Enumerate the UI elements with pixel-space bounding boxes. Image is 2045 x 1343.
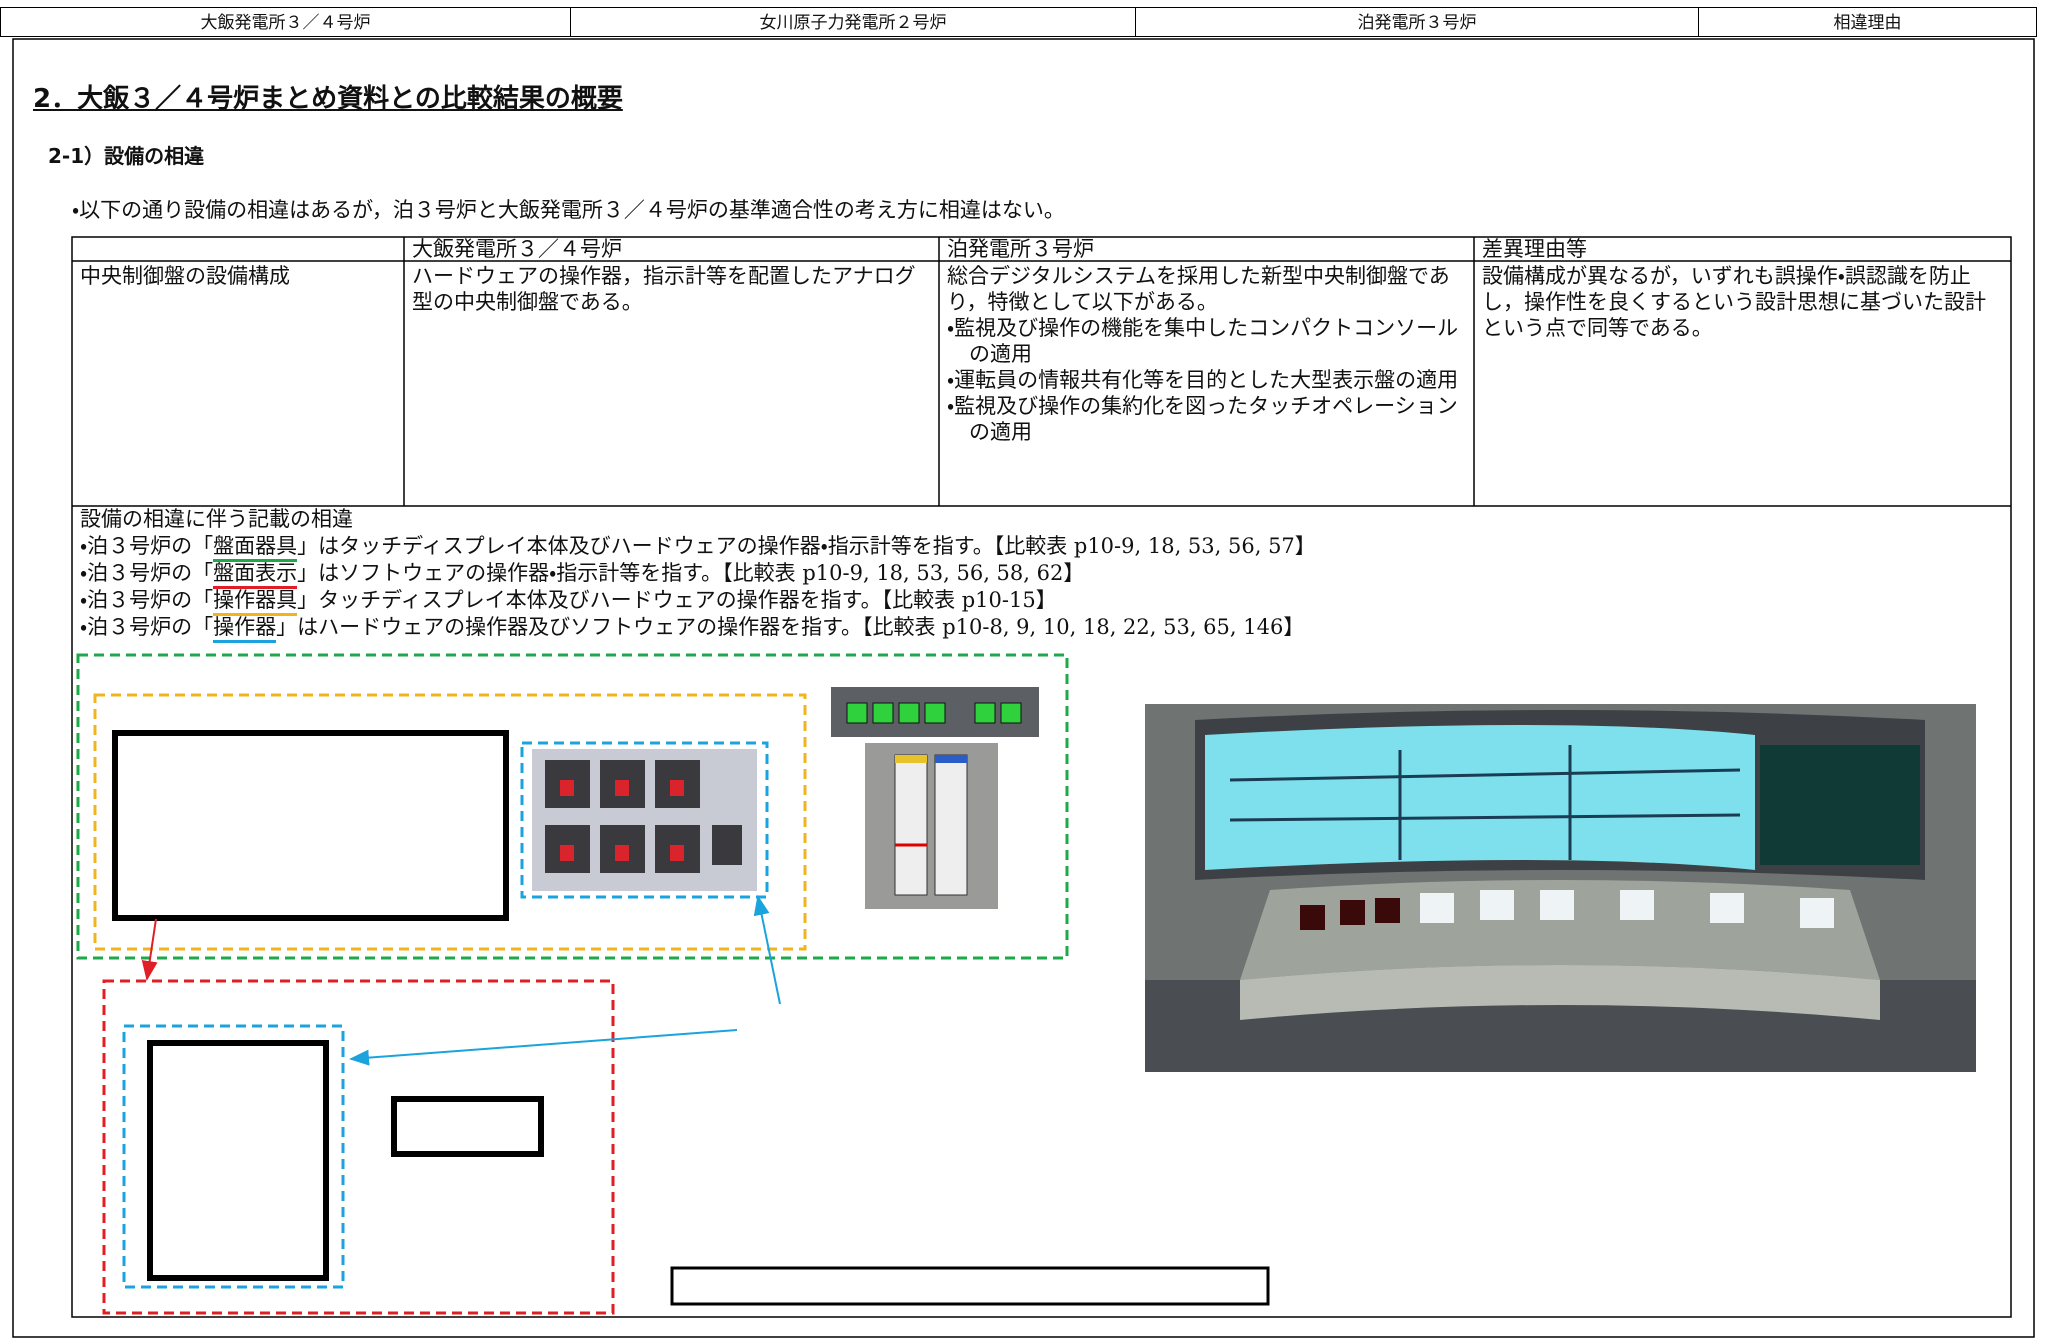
frame [12,38,2035,1338]
control-room-image [1145,704,1976,1072]
note-suffix: 」タッチディスプレイ本体及びハードウェアの操作器を指す。【比較表 p10-15】 [297,588,1057,612]
note: ・泊３号炉の「操作器」はハードウェアの操作器及びソフトウェアの操作器を指す。【比… [80,614,1316,643]
header-cell: 相違理由 [1698,7,2037,37]
note-prefix: ・泊３号炉の「 [80,588,214,612]
table-header: 泊発電所３号炉 [947,237,1094,261]
note: ・泊３号炉の「操作器具」タッチディスプレイ本体及びハードウェアの操作器を指す。【… [80,587,1316,616]
software-operator-box [147,1040,329,1281]
notes: 設備の相違に伴う記載の相違 ・泊３号炉の「盤面器具」はタッチディスプレイ本体及び… [80,506,1316,643]
notes-heading: 設備の相違に伴う記載の相違 [80,507,353,531]
red-box [102,979,615,1315]
software-indicator-box [391,1096,544,1157]
header-cell: 女川原子力発電所２号炉 [570,7,1135,37]
note-term: 盤面器具 [213,534,298,562]
table-cell: 中央制御盤の設備構成 [80,264,290,288]
header-cell: 泊発電所３号炉 [1135,7,1698,37]
note-prefix: ・泊３号炉の「 [80,561,214,585]
indicator-photo [831,687,1039,909]
table-cell: 設備構成が異なるが，いずれも誤操作・誤認識を防止し，操作性を良くするという設計思… [1482,264,1986,340]
orange-box [93,693,807,951]
intro: ・以下の通り設備の相違はあるが，泊３号炉と大飯発電所３／４号炉の基準適合性の考え… [72,198,1065,222]
hardware-photo [532,749,757,891]
bullet: ・監視及び操作の機能を集中したコンパクトコンソールの適用 [947,316,1459,366]
table-cell: ハードウェアの操作器，指示計等を配置したアナログ型の中央制御盤である。 [412,264,916,314]
touch-display-box [112,730,509,921]
table-cell: 総合デジタルシステムを採用した新型中央制御盤であり，特徴として以下がある。 ・監… [947,263,1462,445]
notice-box [670,1266,1270,1306]
table-header: 差異理由等 [1482,237,1587,261]
arrow [141,918,158,981]
note: ・泊３号炉の「盤面器具」はタッチディスプレイ本体及びハードウェアの操作器・指示計… [80,533,1316,562]
note-term: 操作器 [213,615,277,643]
subsection-title: 2-1）設備の相違 [48,144,205,168]
note-suffix: 」はソフトウェアの操作器・指示計等を指す。【比較表 p10-9, 18, 53,… [297,561,1085,585]
note-prefix: ・泊３号炉の「 [80,534,214,558]
table-lines [71,236,2012,1318]
note: ・泊３号炉の「盤面表示」はソフトウェアの操作器・指示計等を指す。【比較表 p10… [80,560,1316,589]
note-prefix: ・泊３号炉の「 [80,615,214,639]
note-term: 操作器具 [213,588,298,616]
table-header: 大飯発電所３／４号炉 [412,237,622,261]
bullet: ・運転員の情報共有化等を目的とした大型表示盤の適用 [947,368,1459,392]
arrow [349,1029,738,1066]
note-term: 盤面表示 [213,561,298,589]
bullet: ・監視及び操作の集約化を図ったタッチオペレーションの適用 [947,394,1458,444]
section-title: 2．大飯３／４号炉まとめ資料との比較結果の概要 [33,84,623,114]
note-suffix: 」はタッチディスプレイ本体及びハードウェアの操作器・指示計等を指す。【比較表 p… [297,534,1316,558]
header-cell: 大飯発電所３／４号炉 [0,7,570,37]
green-box [76,653,1069,960]
arrow [753,895,781,1005]
cell-text: 総合デジタルシステムを採用した新型中央制御盤であり，特徴として以下がある。 [947,264,1450,314]
blue-box [520,741,769,899]
note-suffix: 」はハードウェアの操作器及びソフトウェアの操作器を指す。【比較表 p10-8, … [276,615,1305,639]
